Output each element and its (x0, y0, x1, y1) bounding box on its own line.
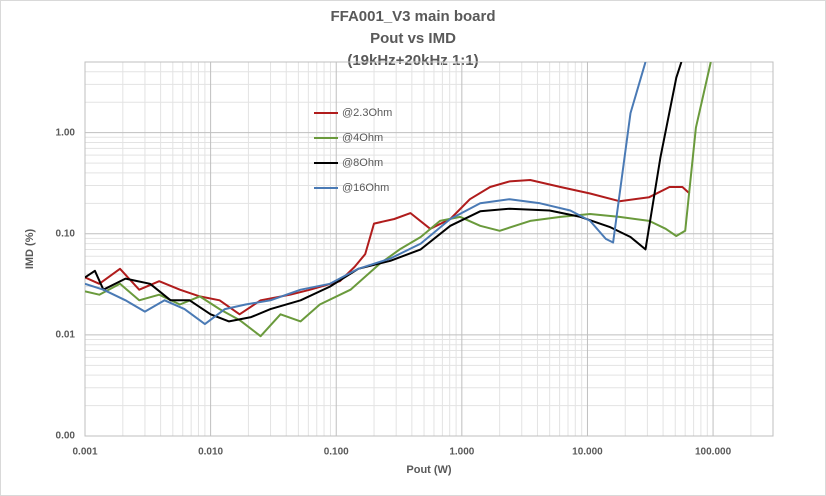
legend: @2.3Ohm @4Ohm @8Ohm @16Ohm (314, 107, 392, 194)
x-tick-label: 0.001 (72, 447, 97, 458)
x-tick-label: 100.000 (695, 447, 732, 458)
x-axis-label: Pout (W) (406, 464, 452, 476)
y-tick-label: 0.00 (56, 431, 76, 442)
series-line (85, 179, 691, 316)
chart-title: FFA001_V3 main board (330, 8, 495, 25)
plot-lines (85, 62, 712, 338)
y-tick-label: 0.10 (56, 228, 76, 239)
y-tick-label: 1.00 (56, 127, 76, 138)
chart-subtitle: Pout vs IMD (370, 30, 456, 47)
y-tick-label: 0.01 (56, 330, 76, 341)
chart-subtitle: (19kHz+20kHz 1:1) (347, 52, 478, 69)
legend-label: @4Ohm (342, 132, 383, 144)
x-tick-label: 1.000 (449, 447, 474, 458)
series-line (85, 62, 647, 326)
y-axis-label: IMD (%) (24, 229, 36, 270)
plot-border (84, 61, 774, 437)
legend-label: @16Ohm (342, 182, 389, 194)
legend-label: @8Ohm (342, 157, 383, 169)
x-tick-label: 10.000 (572, 447, 603, 458)
x-tick-label: 0.010 (198, 447, 223, 458)
x-tick-label: 0.100 (324, 447, 349, 458)
legend-label: @2.3Ohm (342, 107, 392, 119)
